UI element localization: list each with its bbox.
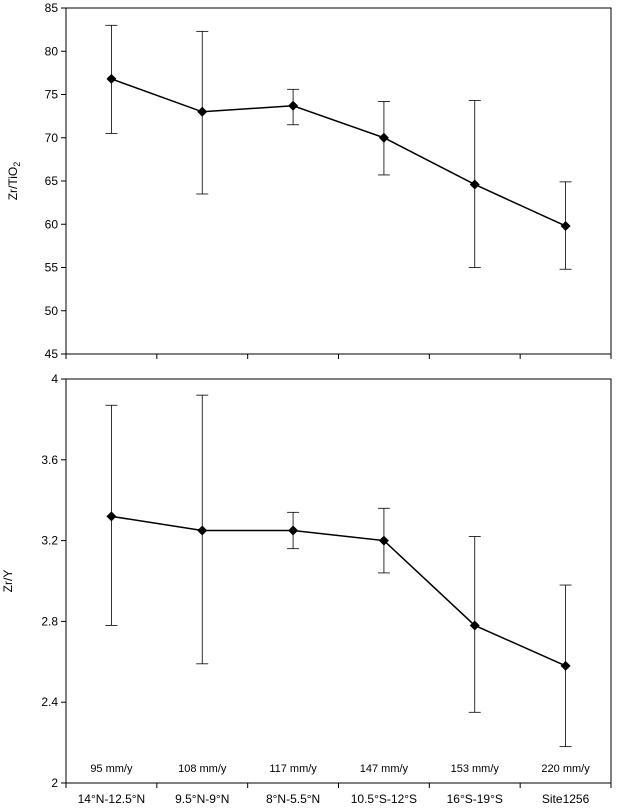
y-tick-label: 65 xyxy=(45,174,59,188)
y-tick-label: 3.2 xyxy=(41,534,58,548)
data-point-marker xyxy=(106,511,117,522)
data-point-marker xyxy=(288,525,299,536)
x-category-label: 8°N-5.5°N xyxy=(266,792,320,806)
data-point-marker xyxy=(560,660,571,671)
data-point-marker xyxy=(106,73,117,84)
data-point-marker xyxy=(469,179,480,190)
top-series-line xyxy=(111,78,566,227)
y-tick-label: 4 xyxy=(51,372,58,386)
data-point-marker xyxy=(378,132,389,143)
spreading-rate-label: 117 mm/y xyxy=(269,763,317,775)
y-tick-label: 50 xyxy=(45,304,59,318)
data-point-marker xyxy=(197,106,208,117)
bottom-y-axis-label: Zr/Y xyxy=(1,570,15,593)
y-tick-label: 2.8 xyxy=(41,614,58,628)
top-chart-panel: 45 50 55 60 65 70 75 80 85 Zr/TiO2 xyxy=(6,1,612,361)
spreading-rate-label: 153 mm/y xyxy=(451,763,500,775)
x-category-label: 14°N-12.5°N xyxy=(78,792,146,806)
y-tick-label: 75 xyxy=(45,88,59,102)
y-tick-label: 3.6 xyxy=(41,453,58,467)
spreading-rate-label: 147 mm/y xyxy=(360,763,409,775)
spreading-rate-label: 220 mm/y xyxy=(541,763,590,775)
data-point-marker xyxy=(378,535,389,546)
data-point-marker xyxy=(469,620,480,631)
y-tick-label: 55 xyxy=(45,261,59,275)
data-point-marker xyxy=(197,525,208,536)
bottom-plot-frame xyxy=(65,378,612,784)
top-plot-frame xyxy=(65,7,612,355)
y-tick-label: 85 xyxy=(45,1,59,15)
y-tick-label: 80 xyxy=(45,44,59,58)
data-point-marker xyxy=(288,100,299,111)
y-tick-label: 2 xyxy=(51,776,58,790)
x-category-label: 16°S-19°S xyxy=(447,792,503,806)
data-point-marker xyxy=(560,220,571,231)
top-y-axis-label: Zr/TiO2 xyxy=(6,162,22,201)
y-tick-label: 60 xyxy=(45,217,59,231)
y-tick-label: 2.4 xyxy=(41,695,58,709)
x-category-label: 9.5°N-9°N xyxy=(175,792,229,806)
bottom-series-line xyxy=(111,515,566,667)
bottom-chart-panel: 2 2.4 2.8 3.2 3.6 4 Zr/Y 95 mm/y 108 mm/y 117 m… xyxy=(1,372,612,806)
x-category-label: Site1256 xyxy=(542,792,590,806)
spreading-rate-label: 108 mm/y xyxy=(178,763,227,775)
x-category-label: 10.5°S-12°S xyxy=(351,792,417,806)
y-tick-label: 45 xyxy=(45,347,59,361)
y-tick-label: 70 xyxy=(45,131,59,145)
spreading-rate-label: 95 mm/y xyxy=(90,763,133,775)
